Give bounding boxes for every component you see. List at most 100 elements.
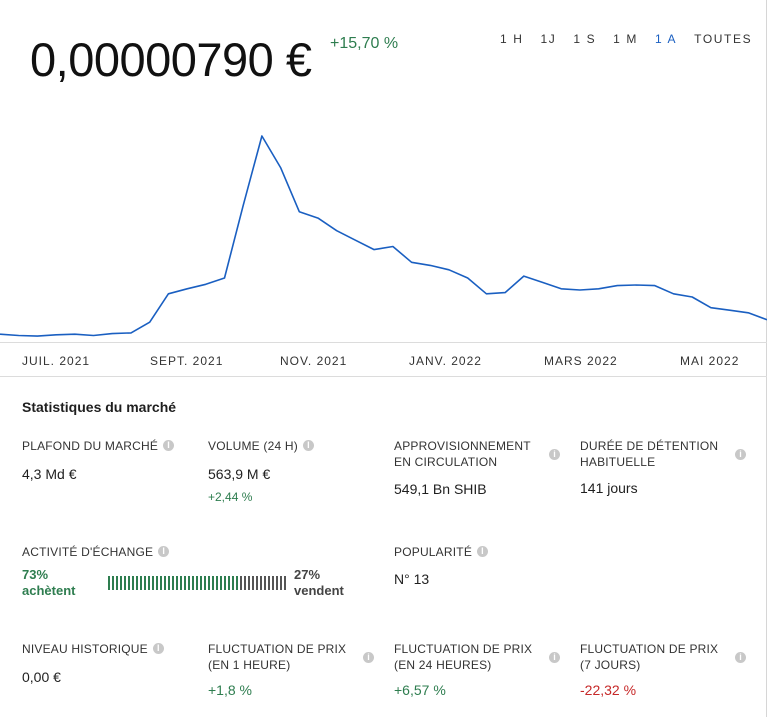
buy-tick — [176, 576, 178, 590]
fluct-24h-value: +6,57 % — [394, 682, 446, 698]
supply-label-line2: EN CIRCULATION — [394, 455, 498, 469]
buy-tick — [112, 576, 114, 590]
buy-tick — [200, 576, 202, 590]
volume-label: VOLUME (24 H) — [208, 439, 298, 453]
buy-tick — [220, 576, 222, 590]
info-icon[interactable]: i — [477, 546, 489, 557]
buy-tick — [108, 576, 110, 590]
buy-tick — [116, 576, 118, 590]
buy-summary: 73% achètent — [22, 567, 75, 599]
buy-tick — [140, 576, 142, 590]
popularity-label: POPULARITÉ — [394, 545, 473, 559]
sell-tick — [272, 576, 274, 590]
fluct-7d-label-line2: (7 JOURS) — [580, 658, 641, 672]
market-cap-value: 4,3 Md € — [22, 466, 77, 482]
info-icon[interactable]: i — [735, 449, 746, 460]
popularity-value: N° 13 — [394, 571, 430, 587]
buy-tick — [156, 576, 158, 590]
info-icon[interactable]: i — [549, 652, 560, 663]
buy-tick — [160, 576, 162, 590]
x-label: SEPT. 2021 — [150, 354, 224, 368]
buy-tick — [216, 576, 218, 590]
range-1d-button[interactable]: 1J — [540, 32, 557, 46]
stats-title: Statistiques du marché — [22, 399, 177, 415]
supply-label-line1: APPROVISIONNEMENT — [394, 439, 531, 453]
sell-tick — [284, 576, 286, 590]
sell-tick — [276, 576, 278, 590]
trading-activity: 73% achètent 27% vendent — [22, 567, 362, 601]
x-label: JANV. 2022 — [409, 354, 482, 368]
fluct-24h-label-line1: FLUCTUATION DE PRIX — [394, 642, 533, 656]
chart-axis — [0, 342, 767, 343]
holding-label-line2: HABITUELLE — [580, 455, 656, 469]
price-change: +15,70 % — [330, 35, 399, 52]
fluct-24h-label-line2: (EN 24 HEURES) — [394, 658, 492, 672]
price-chart[interactable] — [0, 100, 767, 342]
range-all-button[interactable]: TOUTES — [694, 32, 753, 46]
sell-tick — [280, 576, 282, 590]
fluct-1h-label-line1: FLUCTUATION DE PRIX — [208, 642, 347, 656]
divider — [0, 376, 767, 377]
x-axis-labels: JUIL. 2021 SEPT. 2021 NOV. 2021 JANV. 20… — [0, 354, 767, 372]
fluct-7d-label-line1: FLUCTUATION DE PRIX — [580, 642, 719, 656]
sell-percent: 27% — [294, 567, 321, 582]
fluct-7d-stat: FLUCTUATION DE PRIX (7 JOURS) i -22,32 % — [580, 641, 746, 698]
activity-label: ACTIVITÉ D'ÉCHANGE — [22, 545, 154, 559]
info-icon[interactable]: i — [735, 652, 746, 663]
sell-tick — [268, 576, 270, 590]
volume-stat: VOLUME (24 H) i 563,9 M € +2,44 % — [208, 438, 314, 504]
supply-stat: APPROVISIONNEMENT EN CIRCULATION i 549,1… — [394, 438, 560, 497]
fluct-1h-stat: FLUCTUATION DE PRIX (EN 1 HEURE) i +1,8 … — [208, 641, 374, 698]
sell-tick — [252, 576, 254, 590]
volume-change: +2,44 % — [208, 490, 253, 504]
sell-tick — [244, 576, 246, 590]
popularity-stat: POPULARITÉ i N° 13 — [394, 544, 489, 587]
buy-tick — [144, 576, 146, 590]
range-1y-button[interactable]: 1 A — [654, 32, 678, 46]
info-icon[interactable]: i — [158, 546, 170, 557]
buy-tick — [208, 576, 210, 590]
buy-tick — [192, 576, 194, 590]
buy-tick — [172, 576, 174, 590]
current-price: 0,00000790 € — [30, 33, 312, 86]
buy-tick — [188, 576, 190, 590]
info-icon[interactable]: i — [152, 643, 164, 654]
info-icon[interactable]: i — [363, 652, 374, 663]
holding-value: 141 jours — [580, 480, 638, 496]
buy-tick — [180, 576, 182, 590]
buy-tick — [152, 576, 154, 590]
sell-tick — [264, 576, 266, 590]
range-1h-button[interactable]: 1 H — [500, 32, 524, 46]
ath-label: NIVEAU HISTORIQUE — [22, 642, 148, 656]
buy-tick — [148, 576, 150, 590]
market-cap-stat: PLAFOND DU MARCHÉ i 4,3 Md € — [22, 438, 175, 482]
buy-tick — [168, 576, 170, 590]
range-1w-button[interactable]: 1 S — [573, 32, 597, 46]
info-icon[interactable]: i — [302, 440, 314, 451]
fluct-7d-value: -22,32 % — [580, 682, 637, 698]
sell-tick — [248, 576, 250, 590]
sell-tick — [240, 576, 242, 590]
activity-bar — [108, 576, 286, 590]
buy-tick — [196, 576, 198, 590]
price-line — [0, 135, 767, 337]
info-icon[interactable]: i — [549, 449, 560, 460]
sell-tick — [260, 576, 262, 590]
holding-label-line1: DURÉE DE DÉTENTION — [580, 439, 719, 453]
buy-tick — [136, 576, 138, 590]
buy-tick — [236, 576, 238, 590]
fluct-1h-label-line2: (EN 1 HEURE) — [208, 658, 291, 672]
buy-percent: 73% — [22, 567, 49, 582]
ath-stat: NIVEAU HISTORIQUE i 0,00 € — [22, 641, 164, 685]
buy-tick — [120, 576, 122, 590]
range-1m-button[interactable]: 1 M — [613, 32, 638, 46]
buy-tick — [128, 576, 130, 590]
supply-value: 549,1 Bn SHIB — [394, 481, 487, 497]
holding-stat: DURÉE DE DÉTENTION HABITUELLE i 141 jour… — [580, 438, 746, 496]
buy-tick — [132, 576, 134, 590]
x-label: MAI 2022 — [680, 354, 740, 368]
sell-tick — [256, 576, 258, 590]
buy-tick — [164, 576, 166, 590]
info-icon[interactable]: i — [163, 440, 175, 451]
